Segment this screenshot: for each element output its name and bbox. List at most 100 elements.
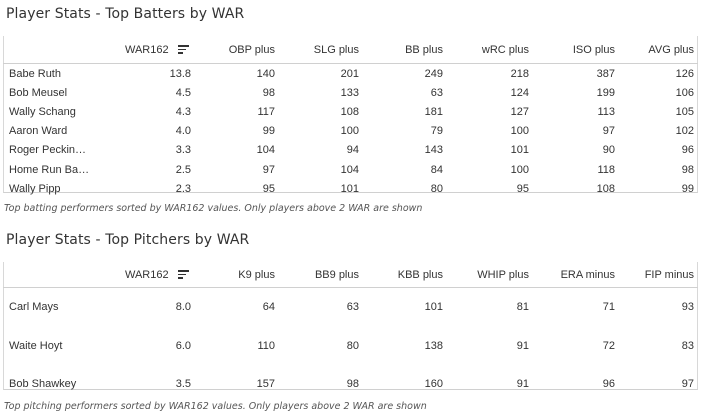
stat-cell: 118 (597, 163, 615, 176)
sort-descending-icon[interactable] (177, 270, 189, 279)
stat-cell: 117 (257, 105, 275, 118)
table-row[interactable]: Bob Meusel 4.5 98 133 63 124 199 106 (3, 83, 698, 102)
stat-cell: 105 (675, 105, 694, 118)
stat-cell: 106 (675, 86, 694, 99)
stat-cell: 249 (424, 67, 443, 80)
col-header-bb-plus[interactable]: BB plus (363, 36, 447, 64)
player-name-cell: Carl Mays (9, 301, 59, 314)
stat-cell: 99 (681, 182, 694, 195)
stat-cell: 201 (340, 67, 359, 80)
stat-cell: 72 (602, 339, 615, 352)
stat-cell: 3.5 (175, 378, 191, 391)
stat-cell: 160 (424, 378, 443, 391)
stat-cell: 102 (675, 125, 694, 138)
col-header-war162-label: WAR162 (125, 43, 169, 56)
batters-body: Babe Ruth 13.8 140 201 249 218 387 126 Bob Meuse… (3, 64, 698, 199)
player-name-cell: Wally Schang (9, 105, 76, 118)
stat-cell: 91 (516, 378, 529, 391)
stat-cell: 101 (424, 301, 443, 314)
stat-cell: 63 (430, 86, 443, 99)
stat-cell: 110 (257, 339, 275, 352)
stat-cell: 6.0 (175, 339, 191, 352)
pitchers-header-row: WAR162 K9 plus BB9 plus KBB plus WHIP pl… (3, 262, 698, 288)
table-row[interactable]: Waite Hoyt 6.0 110 80 138 91 72 83 (3, 327, 698, 366)
stat-cell: 199 (596, 86, 615, 99)
stat-cell: 218 (510, 67, 529, 80)
col-header-k9-plus[interactable]: K9 plus (195, 262, 279, 288)
stat-cell: 101 (510, 144, 529, 157)
table-row[interactable]: Roger Peckinpaug.. 3.3 104 94 143 101 90 96 (3, 141, 698, 160)
stat-cell: 181 (424, 105, 443, 118)
stat-cell: 81 (516, 301, 529, 314)
stat-cell: 96 (602, 378, 615, 391)
col-header-fip-minus[interactable]: FIP minus (619, 262, 698, 288)
stat-cell: 387 (596, 67, 615, 80)
stat-cell: 80 (346, 339, 359, 352)
col-header-whip-plus[interactable]: WHIP plus (447, 262, 533, 288)
batters-title: Player Stats - Top Batters by WAR (6, 6, 245, 22)
stat-cell: 143 (424, 144, 443, 157)
col-header-avg-plus[interactable]: AVG plus (619, 36, 698, 64)
sort-descending-icon[interactable] (177, 45, 189, 54)
stat-cell: 104 (340, 163, 359, 176)
col-header-wrc-plus[interactable]: wRC plus (447, 36, 533, 64)
stat-cell: 113 (597, 105, 615, 118)
pitchers-body: Carl Mays 8.0 64 63 101 81 71 93 Waite Hoyt 6.0 11… (3, 288, 698, 404)
batters-header-row: WAR162 OBP plus SLG plus BB plus wRC plu… (3, 36, 698, 64)
stat-cell: 71 (602, 301, 615, 314)
batters-caption: Top batting performers sorted by WAR162 … (4, 203, 423, 214)
stat-cell: 2.3 (175, 182, 191, 195)
player-name-cell: Waite Hoyt (9, 339, 63, 352)
stat-cell: 3.3 (175, 144, 191, 157)
table-row[interactable]: Wally Pipp 2.3 95 101 80 95 108 99 (3, 179, 698, 198)
stat-cell: 140 (256, 67, 275, 80)
table-row[interactable]: Babe Ruth 13.8 140 201 249 218 387 126 (3, 64, 698, 84)
stat-cell: 83 (681, 339, 694, 352)
col-header-obp-plus[interactable]: OBP plus (195, 36, 279, 64)
stat-cell: 98 (346, 378, 359, 391)
stat-cell: 91 (516, 339, 529, 352)
stat-cell: 101 (340, 182, 359, 195)
pitchers-title: Player Stats - Top Pitchers by WAR (6, 232, 250, 248)
col-header-war162[interactable]: WAR162 (95, 262, 195, 288)
stat-cell: 80 (430, 182, 443, 195)
stat-cell: 4.5 (175, 86, 191, 99)
table-row[interactable]: Home Run Baker 2.5 97 104 84 100 118 98 (3, 160, 698, 179)
player-name-cell: Wally Pipp (9, 182, 61, 195)
col-header-war162[interactable]: WAR162 (95, 36, 195, 64)
stat-cell: 94 (346, 144, 359, 157)
table-row[interactable]: Aaron Ward 4.0 99 100 79 100 97 102 (3, 122, 698, 141)
player-name-cell: Home Run Baker (9, 163, 94, 176)
stat-cell: 100 (510, 125, 529, 138)
col-header-player[interactable] (3, 36, 95, 64)
stat-cell: 157 (256, 378, 275, 391)
col-header-slg-plus[interactable]: SLG plus (279, 36, 363, 64)
col-header-player[interactable] (3, 262, 95, 288)
col-header-bb9-plus[interactable]: BB9 plus (279, 262, 363, 288)
stat-cell: 104 (256, 144, 275, 157)
stat-cell: 93 (681, 301, 694, 314)
stat-cell: 99 (262, 125, 275, 138)
stat-cell: 95 (262, 182, 275, 195)
stat-cell: 96 (681, 144, 694, 157)
stat-cell: 84 (430, 163, 443, 176)
col-header-iso-plus[interactable]: ISO plus (533, 36, 619, 64)
col-header-kbb-plus[interactable]: KBB plus (363, 262, 447, 288)
table-row[interactable]: Wally Schang 4.3 117 108 181 127 113 105 (3, 102, 698, 121)
stat-cell: 98 (681, 163, 694, 176)
stat-cell: 127 (510, 105, 529, 118)
table-row[interactable]: Carl Mays 8.0 64 63 101 81 71 93 (3, 288, 698, 327)
pitchers-caption: Top pitching performers sorted by WAR162… (4, 401, 427, 412)
stat-cell: 63 (346, 301, 359, 314)
stat-cell: 95 (516, 182, 529, 195)
stat-cell: 100 (340, 125, 359, 138)
stat-cell: 124 (510, 86, 529, 99)
stat-cell: 4.3 (175, 105, 191, 118)
col-header-era-minus[interactable]: ERA minus (533, 262, 619, 288)
stat-cell: 100 (510, 163, 529, 176)
table-row[interactable]: Bob Shawkey 3.5 157 98 160 91 96 97 (3, 365, 698, 404)
stat-cell: 97 (262, 163, 275, 176)
stat-cell: 64 (262, 301, 275, 314)
stat-cell: 138 (424, 339, 443, 352)
stat-cell: 108 (596, 182, 615, 195)
